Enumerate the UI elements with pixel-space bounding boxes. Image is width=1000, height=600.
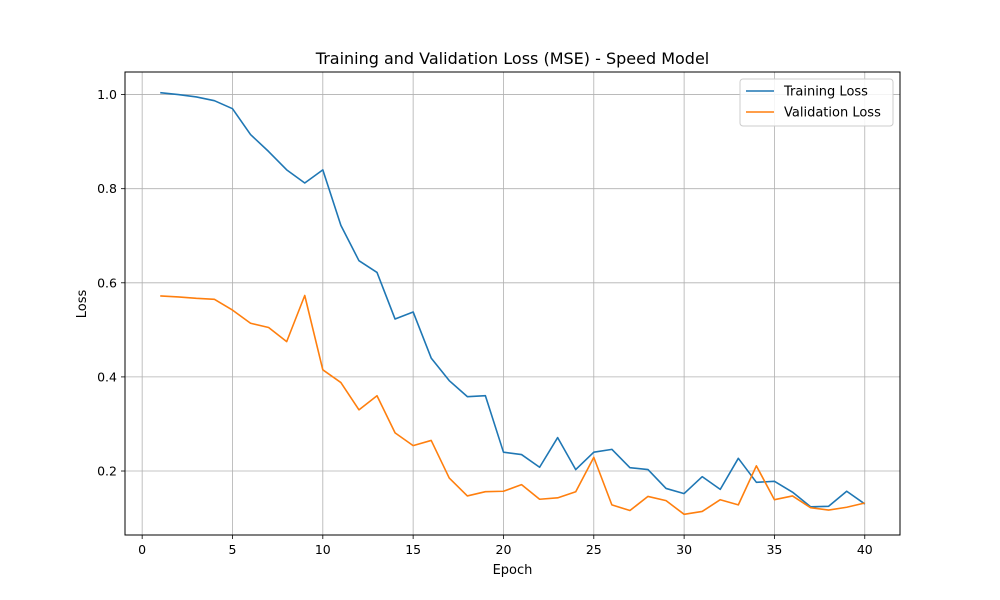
y-tick-label: 0.8: [97, 181, 117, 196]
series-lines: [160, 91, 866, 516]
y-tick-label: 0.6: [97, 275, 117, 290]
x-tick-label: 20: [496, 542, 512, 557]
x-tick-label: 0: [138, 542, 146, 557]
series-line-training-loss: [160, 91, 866, 508]
x-tick-label: 35: [766, 542, 782, 557]
legend-box: [739, 78, 894, 127]
legend-label: Validation Loss: [784, 106, 881, 121]
x-tick-label: 5: [229, 542, 237, 557]
x-axis-label: Epoch: [493, 563, 533, 578]
y-tick-label: 1.0: [97, 87, 117, 102]
y-axis-ticks: 0.2 0.4 0.6 0.8 1.0: [97, 87, 125, 479]
legend-label: Training Loss: [783, 85, 868, 100]
plot-frame: [124, 71, 901, 536]
y-tick-label: 0.2: [97, 464, 117, 479]
x-tick-label: 10: [315, 542, 331, 557]
y-tick-label: 0.4: [97, 369, 117, 384]
legend: Training Loss Validation Loss: [739, 78, 894, 127]
chart-title: Training and Validation Loss (MSE) - Spe…: [315, 49, 709, 68]
grid-lines: [125, 72, 900, 535]
x-tick-label: 40: [857, 542, 873, 557]
x-tick-label: 15: [405, 542, 421, 557]
y-axis-label: Loss: [75, 290, 90, 319]
x-tick-label: 25: [586, 542, 602, 557]
x-axis-ticks: 0 5 10 15 20 25 30 35 40: [138, 535, 873, 557]
series-line-validation-loss: [160, 294, 865, 516]
x-tick-label: 30: [676, 542, 692, 557]
